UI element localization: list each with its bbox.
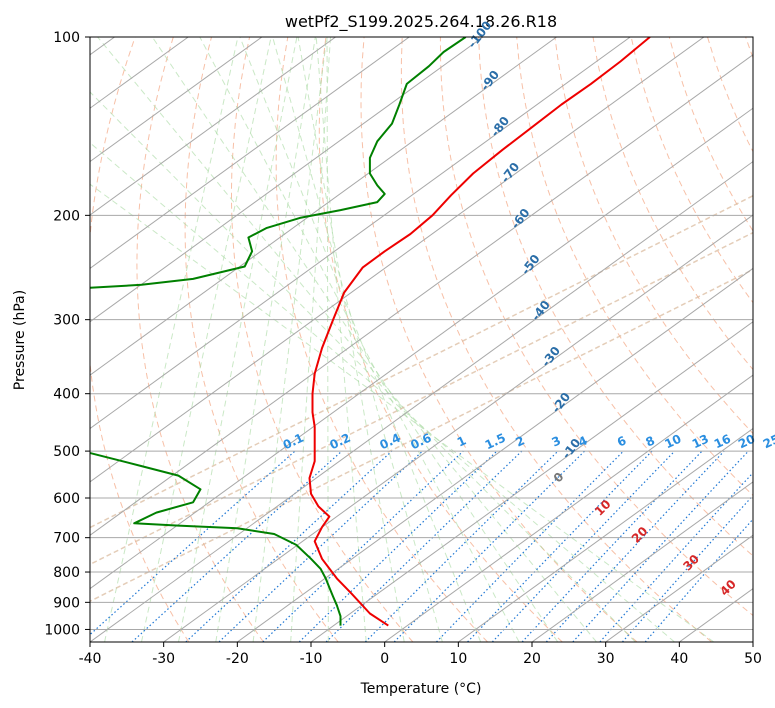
chart-title: wetPf2_S199.2025.264.18.26.R18	[285, 12, 557, 32]
y-tick-label: 200	[53, 208, 80, 224]
mixing-ratio-line	[572, 450, 749, 642]
y-tick-label: 900	[53, 595, 80, 611]
x-tick-label: -30	[152, 651, 175, 667]
isotherm-line	[90, 37, 631, 430]
mixing-ratio-line	[364, 450, 559, 642]
isotherm-line	[90, 37, 410, 269]
x-tick-label: 40	[670, 651, 688, 667]
mixing-ratio-line	[185, 450, 393, 642]
grid-lines	[90, 37, 753, 642]
mixing-ratio-line	[298, 450, 498, 642]
moist-adiabat	[239, 37, 482, 642]
dewpoint-line	[90, 37, 467, 289]
x-axis-title: Temperature (°C)	[360, 681, 482, 697]
isotherm-line	[90, 107, 753, 590]
isotherm-line	[90, 37, 336, 216]
x-axis: -40 -30 -20 -10 0 10 20 30 40 50	[79, 642, 762, 667]
mixing-ratio-label: 20	[736, 432, 757, 452]
dry-adiabat	[90, 37, 190, 642]
x-tick-label: 20	[523, 651, 541, 667]
x-tick-label: -40	[79, 651, 102, 667]
mixing-ratio-line	[90, 450, 296, 636]
moist-adiabat	[90, 142, 675, 642]
dry-adiabat	[439, 37, 753, 617]
isotherm-line	[605, 534, 753, 642]
x-tick-label: 0	[380, 651, 389, 667]
moist-adiabat	[178, 37, 298, 642]
moist-adiabat	[104, 37, 239, 642]
isotherm-line	[458, 427, 753, 642]
isotherm-line	[90, 37, 484, 323]
moist-adiabat	[297, 37, 405, 642]
y-axis: 100 200 300 400 500 600 700 800 900 1000	[44, 30, 90, 638]
mixing-ratio-label: 10	[662, 432, 683, 452]
y-tick-label: 1000	[44, 622, 80, 638]
moist-adiabat	[90, 183, 715, 642]
mixing-ratio-line	[621, 494, 753, 642]
isotherm-line	[163, 214, 753, 642]
dry-adiabat	[554, 37, 753, 435]
series-lines	[90, 37, 651, 627]
y-tick-label: 300	[53, 313, 80, 329]
temperature-line	[308, 37, 651, 627]
moist-adiabat	[141, 37, 272, 642]
mixing-ratio-line	[599, 471, 753, 642]
isotherm-line	[237, 267, 753, 642]
mixing-ratio-line	[491, 450, 676, 642]
temperature-reference-curve	[90, 194, 753, 529]
background-lines	[90, 37, 753, 642]
dry-adiabat	[318, 37, 563, 642]
moist-adiabat	[326, 37, 329, 642]
isotherm-line	[90, 160, 753, 642]
x-tick-label: 50	[744, 651, 762, 667]
x-tick-label: -10	[300, 651, 323, 667]
dry-adiabat	[136, 37, 264, 642]
temperature-reference-curve	[90, 231, 753, 566]
moist-adiabat	[272, 37, 443, 642]
isotherm-line	[90, 37, 557, 376]
isotherm-line	[384, 374, 753, 642]
y-tick-label: 500	[53, 444, 80, 460]
moist-adiabat	[252, 37, 328, 642]
y-axis-title: Pressure (hPa)	[12, 290, 28, 390]
mixing-ratio-line	[521, 450, 703, 642]
y-tick-label: 700	[53, 531, 80, 547]
isotherm-line	[90, 37, 263, 163]
y-tick-label: 600	[53, 491, 80, 507]
mixing-ratio-label: 25	[761, 432, 775, 452]
dry-adiabat	[592, 37, 753, 371]
moist-adiabat	[151, 37, 559, 642]
mixing-ratio-label: 16	[712, 432, 733, 452]
temperature-reference-curve	[90, 268, 753, 603]
moist-adiabat	[97, 37, 597, 642]
mixing-ratio-line	[435, 450, 624, 642]
moist-adiabat	[215, 37, 316, 642]
x-tick-label: -20	[226, 651, 249, 667]
y-tick-label: 100	[53, 30, 80, 46]
isotherm-line	[90, 37, 705, 483]
x-tick-label: 10	[449, 651, 467, 667]
dry-adiabat	[231, 37, 414, 642]
mixing-ratio-line	[325, 450, 523, 642]
isotherm-line	[90, 54, 753, 536]
x-tick-label: 30	[597, 651, 615, 667]
mixing-ratio-label: 13	[690, 432, 711, 452]
dewpoint-line	[90, 450, 342, 626]
mixing-ratio-line	[467, 450, 653, 642]
y-tick-label: 800	[53, 565, 80, 581]
dry-adiabat	[360, 37, 638, 642]
isotherm-line	[531, 481, 753, 642]
moist-adiabat	[290, 37, 331, 642]
moist-adiabat	[199, 37, 520, 642]
mixing-ratio-line	[262, 450, 464, 642]
plot-frame	[89, 36, 754, 643]
isotherm-line	[310, 321, 753, 642]
y-tick-label: 400	[53, 387, 80, 403]
mixing-ratio-line	[545, 450, 725, 642]
